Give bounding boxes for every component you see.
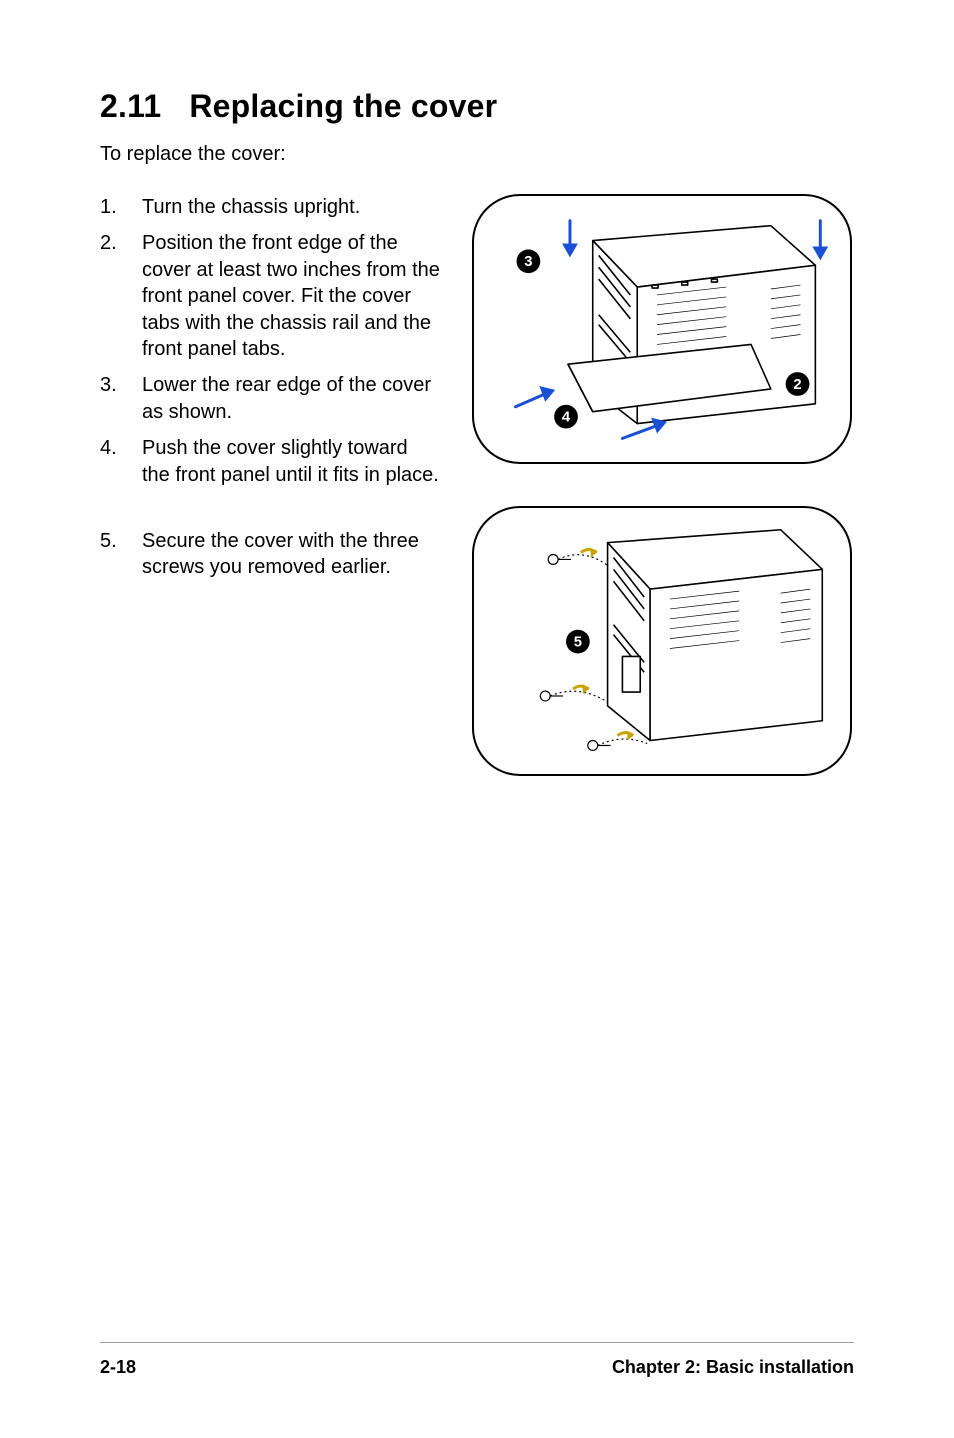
step-number: 1.: [100, 194, 142, 220]
step-item: 2.Position the front edge of the cover a…: [100, 230, 440, 362]
figure-2-svg: 5: [474, 508, 850, 775]
step-number: 4.: [100, 435, 142, 488]
step-text: Turn the chassis upright.: [142, 194, 440, 220]
step-item: 4.Push the cover slightly toward the fro…: [100, 435, 440, 488]
step-number: 3.: [100, 372, 142, 425]
intro-text: To replace the cover:: [100, 143, 854, 166]
callout-label: 4: [562, 410, 571, 426]
steps-column: 1.Turn the chassis upright. 2.Position t…: [100, 194, 440, 818]
section-number: 2.11: [100, 88, 161, 125]
figure-replace-cover-slide: 3 4 2: [472, 194, 852, 464]
steps-list: 1.Turn the chassis upright. 2.Position t…: [100, 194, 440, 488]
step-text: Lower the rear edge of the cover as show…: [142, 372, 440, 425]
content-row: 1.Turn the chassis upright. 2.Position t…: [100, 194, 854, 818]
step-item: 1.Turn the chassis upright.: [100, 194, 440, 220]
step-item: 3.Lower the rear edge of the cover as sh…: [100, 372, 440, 425]
figure-secure-screws: 5: [472, 506, 852, 776]
callout-label: 2: [793, 377, 801, 393]
page-footer: 2-18 Chapter 2: Basic installation: [100, 1342, 854, 1378]
page: 2.11 Replacing the cover To replace the c…: [0, 0, 954, 1438]
section-heading: 2.11 Replacing the cover: [100, 88, 854, 125]
step-text: Position the front edge of the cover at …: [142, 230, 440, 362]
steps-list-2: 5.Secure the cover with the three screws…: [100, 528, 440, 581]
figures-column: 3 4 2: [472, 194, 854, 818]
step-text: Push the cover slightly toward the front…: [142, 435, 440, 488]
section-title: Replacing the cover: [189, 88, 497, 124]
footer-chapter-title: Chapter 2: Basic installation: [612, 1357, 854, 1378]
step-text: Secure the cover with the three screws y…: [142, 528, 440, 581]
step-item: 5.Secure the cover with the three screws…: [100, 528, 440, 581]
figure-1-svg: 3 4 2: [474, 196, 850, 463]
callout-label: 5: [574, 635, 582, 651]
footer-page-number: 2-18: [100, 1357, 136, 1378]
step-number: 5.: [100, 528, 142, 581]
callout-label: 3: [524, 254, 532, 270]
step-number: 2.: [100, 230, 142, 362]
